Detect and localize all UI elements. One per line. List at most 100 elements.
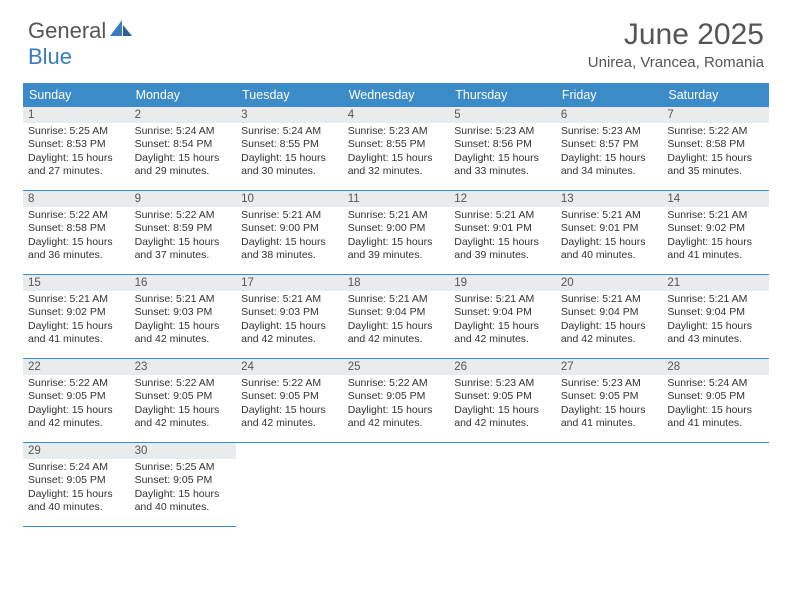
sunrise-line: Sunrise: 5:23 AM (454, 377, 551, 390)
sunset-line: Sunset: 8:58 PM (28, 222, 125, 235)
day-cell: 12Sunrise: 5:21 AMSunset: 9:01 PMDayligh… (449, 191, 556, 275)
sunset-value: 8:59 PM (173, 222, 212, 234)
day-details: Sunrise: 5:21 AMSunset: 9:04 PMDaylight:… (449, 291, 556, 353)
day-cell: 23Sunrise: 5:22 AMSunset: 9:05 PMDayligh… (130, 359, 237, 443)
calendar-cell: 15Sunrise: 5:21 AMSunset: 9:02 PMDayligh… (23, 275, 130, 359)
day-cell: 20Sunrise: 5:21 AMSunset: 9:04 PMDayligh… (556, 275, 663, 359)
weekday-header: Tuesday (236, 83, 343, 107)
sunset-label: Sunset: (454, 222, 490, 234)
day-number: 21 (662, 275, 769, 291)
sunset-label: Sunset: (28, 222, 64, 234)
daylight-line: Daylight: 15 hours and 41 minutes. (561, 404, 658, 431)
daylight-line: Daylight: 15 hours and 43 minutes. (667, 320, 764, 347)
sunset-label: Sunset: (241, 390, 277, 402)
sunset-line: Sunset: 9:04 PM (667, 306, 764, 319)
day-details: Sunrise: 5:22 AMSunset: 9:05 PMDaylight:… (343, 375, 450, 437)
daylight-label: Daylight: (667, 236, 708, 248)
day-details: Sunrise: 5:23 AMSunset: 8:57 PMDaylight:… (556, 123, 663, 185)
sunset-value: 8:55 PM (386, 138, 425, 150)
day-number: 22 (23, 359, 130, 375)
sunrise-value: 5:25 AM (69, 125, 108, 137)
day-cell: 16Sunrise: 5:21 AMSunset: 9:03 PMDayligh… (130, 275, 237, 359)
sunrise-label: Sunrise: (454, 377, 493, 389)
sunrise-value: 5:23 AM (602, 377, 641, 389)
sunset-value: 9:04 PM (386, 306, 425, 318)
daylight-label: Daylight: (561, 404, 602, 416)
sunrise-value: 5:23 AM (389, 125, 428, 137)
sunset-label: Sunset: (241, 222, 277, 234)
sunset-line: Sunset: 8:58 PM (667, 138, 764, 151)
calendar-cell: 17Sunrise: 5:21 AMSunset: 9:03 PMDayligh… (236, 275, 343, 359)
daylight-label: Daylight: (454, 404, 495, 416)
day-cell: 14Sunrise: 5:21 AMSunset: 9:02 PMDayligh… (662, 191, 769, 275)
empty-cell (556, 443, 663, 527)
sunset-line: Sunset: 8:55 PM (348, 138, 445, 151)
sunset-label: Sunset: (348, 222, 384, 234)
daylight-line: Daylight: 15 hours and 42 minutes. (454, 320, 551, 347)
day-number: 4 (343, 107, 450, 123)
sunset-label: Sunset: (135, 222, 171, 234)
daylight-label: Daylight: (454, 152, 495, 164)
brand-word-2: Blue (28, 44, 72, 70)
sunset-value: 9:05 PM (67, 474, 106, 486)
weekday-header: Friday (556, 83, 663, 107)
sunrise-value: 5:23 AM (496, 377, 535, 389)
daylight-label: Daylight: (135, 404, 176, 416)
calendar-cell: 2Sunrise: 5:24 AMSunset: 8:54 PMDaylight… (130, 107, 237, 191)
sunset-label: Sunset: (561, 222, 597, 234)
sunset-line: Sunset: 8:56 PM (454, 138, 551, 151)
day-cell: 25Sunrise: 5:22 AMSunset: 9:05 PMDayligh… (343, 359, 450, 443)
sunrise-value: 5:21 AM (176, 293, 215, 305)
daylight-label: Daylight: (667, 152, 708, 164)
calendar-cell: 26Sunrise: 5:23 AMSunset: 9:05 PMDayligh… (449, 359, 556, 443)
weekday-header: Monday (130, 83, 237, 107)
sunset-value: 8:56 PM (493, 138, 532, 150)
daylight-label: Daylight: (561, 320, 602, 332)
sunrise-label: Sunrise: (667, 293, 706, 305)
day-cell: 9Sunrise: 5:22 AMSunset: 8:59 PMDaylight… (130, 191, 237, 275)
day-number: 18 (343, 275, 450, 291)
sunset-label: Sunset: (561, 390, 597, 402)
sunrise-line: Sunrise: 5:22 AM (135, 377, 232, 390)
sunrise-label: Sunrise: (241, 209, 280, 221)
sunrise-value: 5:23 AM (602, 125, 641, 137)
sunset-label: Sunset: (454, 306, 490, 318)
daylight-line: Daylight: 15 hours and 42 minutes. (561, 320, 658, 347)
daylight-label: Daylight: (561, 236, 602, 248)
day-number: 30 (130, 443, 237, 459)
sunset-line: Sunset: 9:01 PM (454, 222, 551, 235)
daylight-label: Daylight: (454, 236, 495, 248)
sunrise-label: Sunrise: (667, 209, 706, 221)
calendar-cell: 12Sunrise: 5:21 AMSunset: 9:01 PMDayligh… (449, 191, 556, 275)
sunrise-label: Sunrise: (28, 377, 67, 389)
day-cell: 6Sunrise: 5:23 AMSunset: 8:57 PMDaylight… (556, 107, 663, 191)
sunrise-label: Sunrise: (28, 293, 67, 305)
month-title: June 2025 (588, 18, 764, 52)
calendar-cell: 9Sunrise: 5:22 AMSunset: 8:59 PMDaylight… (130, 191, 237, 275)
sunset-line: Sunset: 9:05 PM (348, 390, 445, 403)
daylight-label: Daylight: (241, 152, 282, 164)
sunrise-value: 5:21 AM (69, 293, 108, 305)
calendar-cell: 16Sunrise: 5:21 AMSunset: 9:03 PMDayligh… (130, 275, 237, 359)
sunrise-label: Sunrise: (135, 461, 174, 473)
sunset-line: Sunset: 9:00 PM (348, 222, 445, 235)
calendar-cell: 8Sunrise: 5:22 AMSunset: 8:58 PMDaylight… (23, 191, 130, 275)
sunrise-value: 5:25 AM (176, 461, 215, 473)
sunrise-line: Sunrise: 5:21 AM (667, 293, 764, 306)
daylight-label: Daylight: (241, 320, 282, 332)
sunrise-label: Sunrise: (454, 125, 493, 137)
sunset-line: Sunset: 9:02 PM (667, 222, 764, 235)
sunrise-value: 5:23 AM (496, 125, 535, 137)
daylight-line: Daylight: 15 hours and 29 minutes. (135, 152, 232, 179)
day-details: Sunrise: 5:22 AMSunset: 9:05 PMDaylight:… (236, 375, 343, 437)
sunset-value: 8:58 PM (706, 138, 745, 150)
sunset-label: Sunset: (348, 390, 384, 402)
calendar-cell: 23Sunrise: 5:22 AMSunset: 9:05 PMDayligh… (130, 359, 237, 443)
calendar-cell: 7Sunrise: 5:22 AMSunset: 8:58 PMDaylight… (662, 107, 769, 191)
daylight-line: Daylight: 15 hours and 42 minutes. (241, 320, 338, 347)
day-number: 23 (130, 359, 237, 375)
daylight-label: Daylight: (667, 320, 708, 332)
sunset-label: Sunset: (667, 390, 703, 402)
calendar-row: 22Sunrise: 5:22 AMSunset: 9:05 PMDayligh… (23, 359, 769, 443)
sunrise-line: Sunrise: 5:25 AM (28, 125, 125, 138)
